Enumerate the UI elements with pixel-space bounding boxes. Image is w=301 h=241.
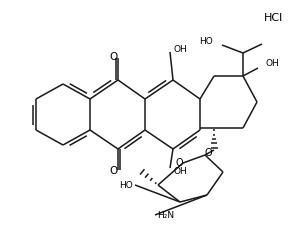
Text: O: O [204,148,212,158]
Text: HO: HO [119,181,133,189]
Text: OH: OH [174,45,188,54]
Text: OH: OH [174,167,188,175]
Text: O: O [109,166,117,176]
Text: HO: HO [199,36,213,46]
Text: HCl: HCl [264,13,283,23]
Text: O: O [109,52,117,62]
Text: OH: OH [266,59,280,67]
Text: O: O [175,158,183,168]
Text: H₂N: H₂N [157,210,174,220]
